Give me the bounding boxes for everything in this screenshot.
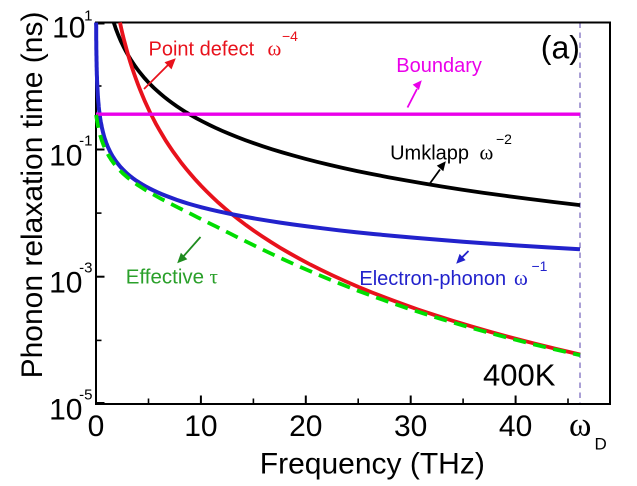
svg-text:10: 10	[49, 139, 82, 172]
svg-text:−4: −4	[282, 28, 298, 44]
svg-text:Point defect: Point defect	[149, 39, 255, 61]
svg-text:−2: −2	[496, 131, 512, 147]
svg-text:Boundary: Boundary	[396, 55, 482, 77]
svg-text:20: 20	[289, 410, 322, 443]
svg-text:ω: ω	[268, 37, 282, 61]
svg-text:D: D	[595, 435, 607, 454]
svg-text:ω: ω	[480, 141, 494, 165]
svg-text:(a): (a)	[541, 30, 580, 66]
svg-text:10: 10	[184, 410, 217, 443]
svg-text:−1: −1	[532, 258, 548, 274]
svg-text:-5: -5	[79, 387, 92, 404]
svg-text:40: 40	[499, 410, 532, 443]
svg-text:ω: ω	[569, 407, 591, 444]
svg-text:ω: ω	[514, 266, 528, 290]
svg-text:Electron-phonon: Electron-phonon	[359, 268, 506, 290]
svg-text:30: 30	[394, 410, 427, 443]
svg-text:-3: -3	[79, 260, 92, 277]
svg-text:10: 10	[52, 12, 85, 45]
svg-text:-1: -1	[79, 133, 92, 150]
svg-text:Umklapp: Umklapp	[390, 143, 469, 165]
svg-text:10: 10	[49, 267, 82, 300]
svg-text:400K: 400K	[483, 358, 556, 393]
svg-text:Effective: Effective	[126, 265, 204, 288]
svg-text:1: 1	[84, 8, 92, 25]
svg-text:Frequency (THz): Frequency (THz)	[260, 448, 485, 481]
svg-text:Phonon relaxation time (ns): Phonon relaxation time (ns)	[16, 12, 49, 379]
svg-text:0: 0	[88, 410, 105, 443]
svg-text:τ: τ	[210, 264, 218, 288]
svg-text:10: 10	[49, 393, 82, 426]
